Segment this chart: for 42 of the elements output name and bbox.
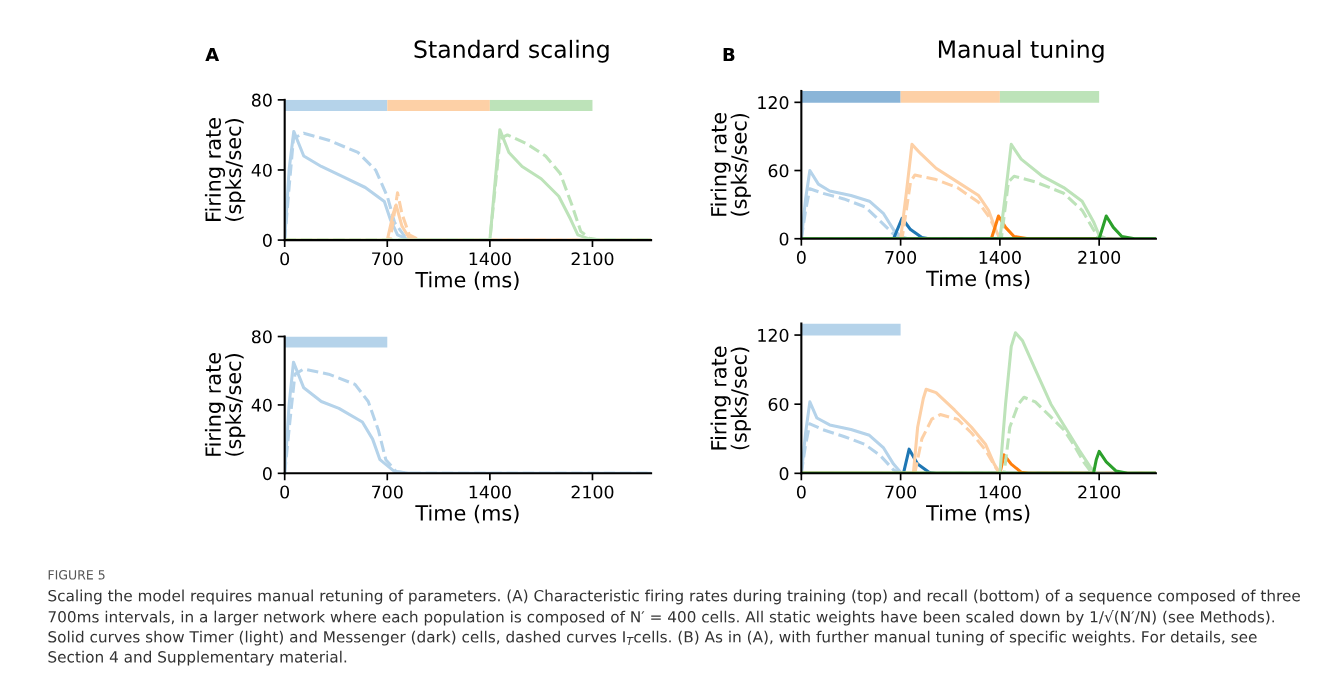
y-tick-label: 40 <box>251 163 272 177</box>
x-axis-title: Time (ms) <box>926 504 1030 524</box>
text: Scaling the model requires manual retuning of parameters. (A) Characteristic firing rates during training (top) and recall (bottom) of a sequence composed of three 700ms intervals, in a larger network where each population is composed of N′ = 400 cells. All static weights have been scaled down by 1/√(N′/N) (see Methods). Solid curves show Timer (light) and Messenger (dark) cells, dashed curves I$_{T}$cells. (B) As in (A), with further manual tuning of specific weights. For details, see Section 4 and Supplementary material. <box>48 589 1300 666</box>
y-tick-label: 120 <box>758 96 789 110</box>
x-tick-label: 700 <box>372 485 403 499</box>
x-axis-title: Time (ms) <box>926 270 1030 289</box>
y-tick-label: 80 <box>251 93 272 107</box>
chart-title: Manual tuning <box>938 39 1104 63</box>
y-tick-label: 60 <box>768 164 789 178</box>
y-tick-label: 40 <box>251 398 272 412</box>
y-axis-title: Firing rate (spks/sec) <box>204 353 246 456</box>
x-tick-label: 2100 <box>571 485 614 499</box>
x-tick-label: 0 <box>280 485 290 499</box>
x-tick-label: 2100 <box>571 252 614 266</box>
x-tick-label: 1400 <box>979 250 1021 264</box>
x-tick-label: 1400 <box>469 252 511 266</box>
chart-title: Standard scaling <box>414 39 609 63</box>
x-tick-label: 0 <box>796 250 806 264</box>
y-tick-label: 80 <box>251 330 272 344</box>
x-tick-label: 1400 <box>979 485 1021 499</box>
y-tick-label: 0 <box>779 232 789 246</box>
text: B <box>723 47 735 62</box>
x-tick-label: 1400 <box>469 485 511 499</box>
y-tick-label: 60 <box>768 397 789 412</box>
x-tick-label: 0 <box>280 252 290 266</box>
y-axis-title: Firing rate (spks/sec) <box>710 112 751 216</box>
y-tick-label: 0 <box>779 467 789 481</box>
y-axis-title: Firing rate (spks/sec) <box>204 118 246 221</box>
x-axis-title: Time (ms) <box>415 271 519 291</box>
y-tick-label: 0 <box>262 233 272 247</box>
text: A <box>205 47 220 62</box>
x-tick-label: 2100 <box>1078 250 1121 264</box>
x-tick-label: 700 <box>885 485 917 499</box>
caption: FIGURE 5 <box>48 570 105 580</box>
y-axis-title: Firing rate (spks/sec) <box>710 346 751 450</box>
y-tick-label: 120 <box>758 328 789 342</box>
x-tick-label: 0 <box>796 485 806 499</box>
x-tick-label: 700 <box>885 250 917 264</box>
x-axis-title: Time (ms) <box>415 504 519 524</box>
x-tick-label: 2100 <box>1078 485 1121 499</box>
x-tick-label: 700 <box>372 252 403 266</box>
y-tick-label: 0 <box>262 467 272 481</box>
